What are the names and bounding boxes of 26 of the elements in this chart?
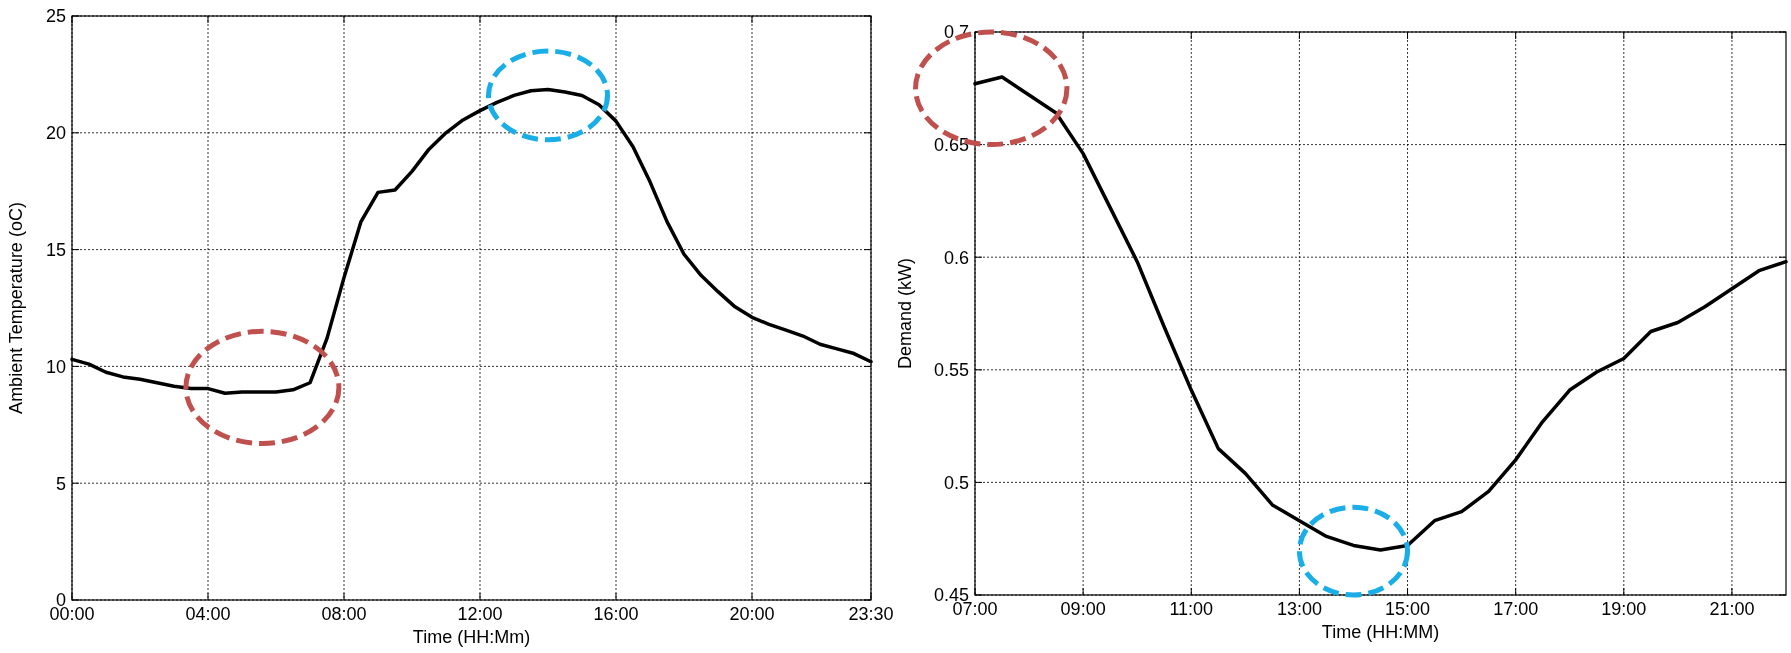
y-tick-label: 0.55 xyxy=(933,360,969,381)
x-tick-label: 04:00 xyxy=(185,604,231,624)
y-axis-title: Ambient Temperature (oC) xyxy=(6,202,26,414)
y-tick-label: 10 xyxy=(45,356,66,377)
x-axis-title: Time (HH:Mm) xyxy=(412,627,531,647)
x-tick-label: 08:00 xyxy=(321,604,367,624)
x-tick-label: 16:00 xyxy=(593,604,639,624)
x-tick-label: 09:00 xyxy=(1060,599,1106,619)
y-tick-label: 0.65 xyxy=(933,134,969,155)
y-tick-label: 25 xyxy=(45,6,66,27)
x-tick-label: 23:30 xyxy=(848,604,894,624)
y-tick-label: 0.5 xyxy=(943,472,969,493)
x-tick-label: 21:00 xyxy=(1709,599,1755,619)
x-axis-title: Time (HH:MM) xyxy=(1321,622,1440,642)
x-tick-label: 15:00 xyxy=(1385,599,1431,619)
x-tick-label: 11:00 xyxy=(1169,599,1214,619)
y-tick-label: 15 xyxy=(45,239,66,260)
y-tick-label: 5 xyxy=(55,473,66,494)
y-axis-title: Demand (kW) xyxy=(895,257,915,370)
y-tick-label: 0.6 xyxy=(943,247,969,268)
x-tick-label: 17:00 xyxy=(1493,599,1539,619)
y-tick-label: 20 xyxy=(45,123,66,144)
x-tick-label: 19:00 xyxy=(1601,599,1647,619)
x-tick-label: 12:00 xyxy=(457,604,503,624)
x-tick-label: 13:00 xyxy=(1276,599,1322,619)
x-tick-label: 20:00 xyxy=(729,604,775,624)
